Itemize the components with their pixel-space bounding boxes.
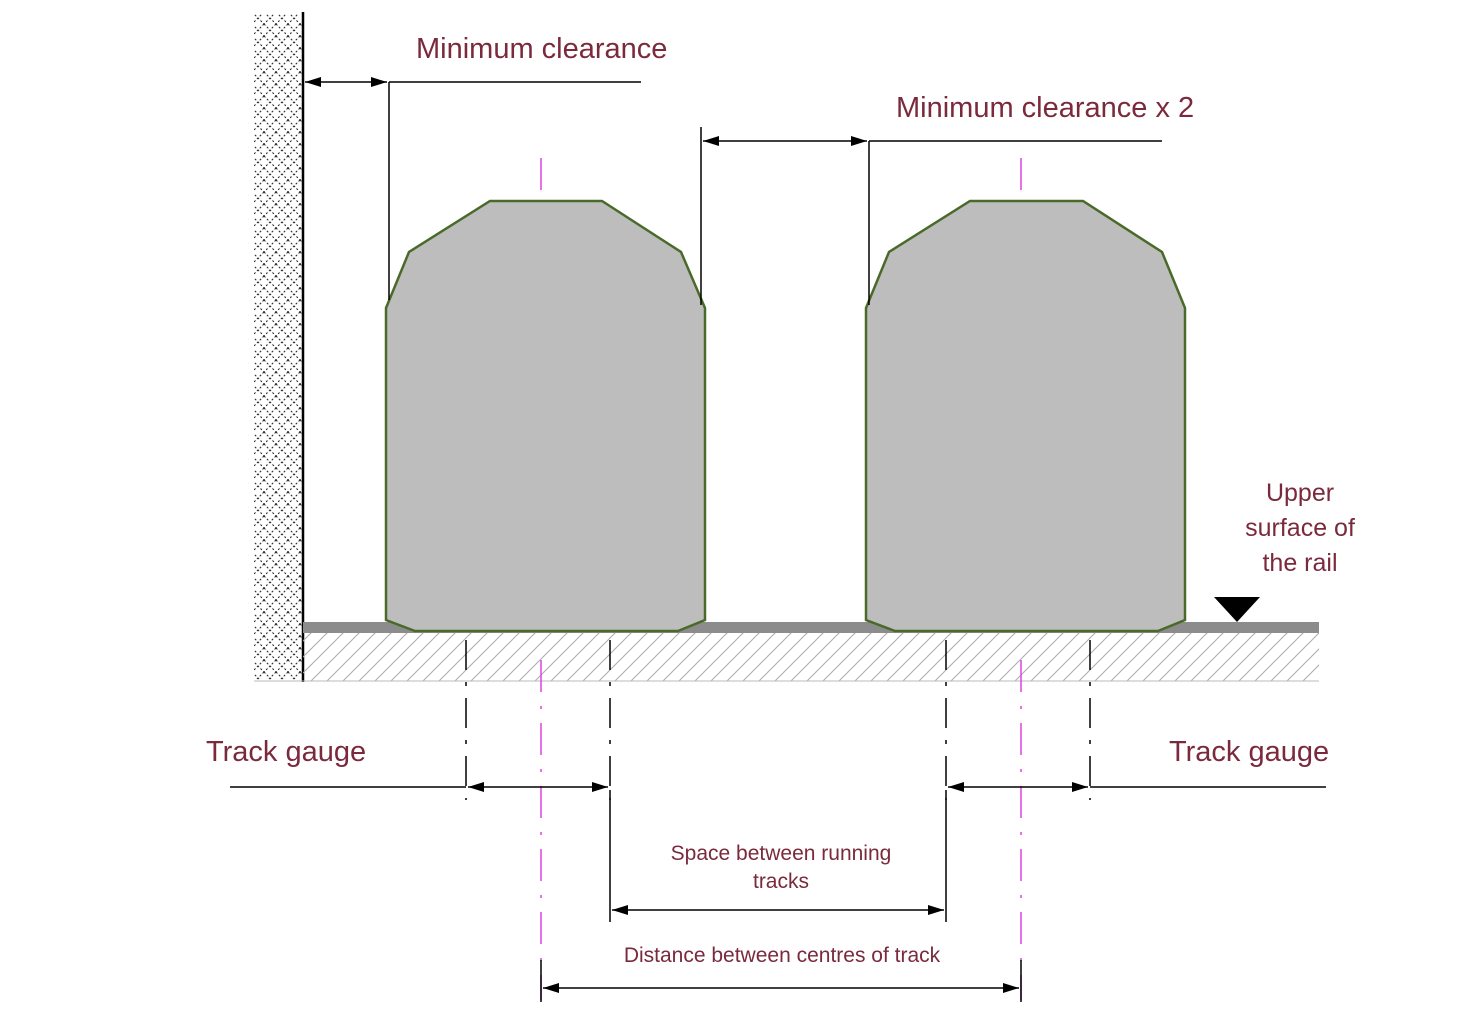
wall [254,12,305,682]
track-gauge-left-label: Track gauge [206,736,367,768]
minimum-clearance-x2-dimension [700,127,1162,305]
minimum-clearance-x2-label: Minimum clearance x 2 [896,92,1195,124]
upper-surface-line2: surface of [1245,514,1355,542]
minimum-clearance-label: Minimum clearance [416,33,668,65]
space-between-line2: tracks [752,870,809,893]
minimum-clearance-dimension [305,77,641,300]
centre-distance-label: Distance between centres of track [623,944,941,967]
track-gauge-right-label: Track gauge [1169,736,1330,768]
upper-surface-line1: Upper [1265,479,1335,507]
upper-surface-line3: the rail [1262,549,1338,577]
rail-position-lines [465,640,1091,800]
rail-surface [303,622,1319,633]
space-between-label: Space between running tracks [631,840,931,896]
rail-surface-marker-icon [1214,597,1260,622]
extension-lines [540,790,1022,1002]
right-structure-gauge [864,199,1187,633]
space-between-line1: Space between running [670,842,892,865]
ground [254,633,1319,682]
left-structure-gauge [384,199,707,633]
upper-surface-label: Upper surface of the rail [1200,476,1400,581]
